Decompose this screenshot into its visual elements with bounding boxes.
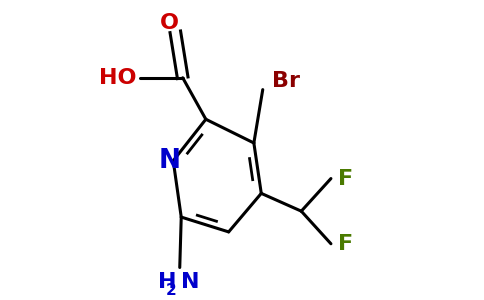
Text: N: N bbox=[181, 272, 199, 292]
Text: F: F bbox=[338, 169, 353, 188]
Text: HO: HO bbox=[99, 68, 137, 88]
Text: N: N bbox=[159, 148, 181, 174]
Text: Br: Br bbox=[272, 71, 300, 91]
Text: O: O bbox=[160, 13, 179, 33]
Text: H: H bbox=[158, 272, 177, 292]
Text: 2: 2 bbox=[166, 283, 177, 298]
Text: F: F bbox=[338, 234, 353, 254]
